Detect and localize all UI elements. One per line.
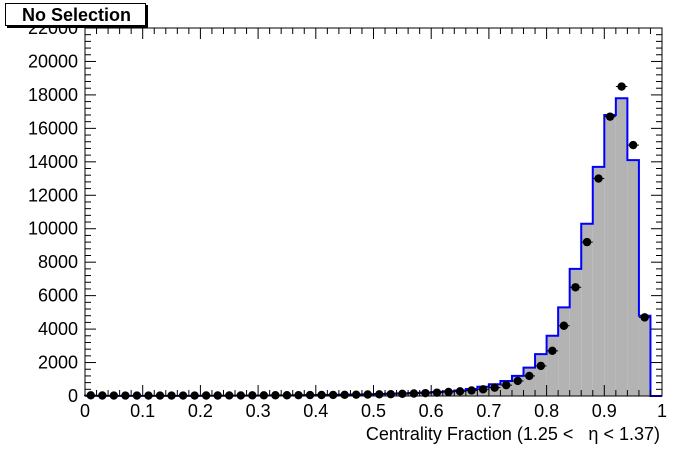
y-tick-label: 4000: [38, 319, 78, 339]
data-point: [96, 391, 109, 400]
histogram-bar: [523, 367, 536, 396]
data-point: [604, 112, 616, 121]
data-point: [419, 388, 432, 398]
data-point: [592, 174, 605, 183]
data-point: [627, 140, 639, 150]
data-point: [361, 390, 374, 399]
histogram-bar: [558, 307, 570, 396]
x-tick-label: 1: [657, 401, 667, 421]
x-axis-label: Centrality Fraction (1.25 < η < 1.37): [365, 424, 660, 444]
data-point: [350, 390, 362, 399]
data-point: [442, 387, 455, 397]
data-point: [500, 380, 512, 390]
y-tick-label: 10000: [28, 219, 78, 239]
data-point: [211, 391, 224, 400]
histogram-bar: [638, 315, 651, 396]
data-point: [465, 386, 478, 395]
data-point: [431, 388, 443, 397]
histogram-bar: [581, 223, 593, 396]
y-tick-label: 8000: [38, 252, 78, 272]
histogram-bar: [615, 98, 628, 396]
x-tick-label: 0.1: [130, 401, 155, 421]
data-point: [258, 391, 270, 400]
data-point: [281, 391, 293, 400]
y-tick-label: 14000: [28, 152, 78, 172]
data-point: [581, 237, 593, 247]
histogram-bar: [535, 354, 547, 396]
x-tick-label: 0.5: [361, 401, 386, 421]
data-point: [85, 391, 97, 400]
data-point: [638, 313, 651, 322]
data-point: [246, 391, 259, 400]
chart-title: No Selection: [21, 5, 132, 25]
x-tick-label: 0.7: [476, 401, 501, 421]
data-point: [569, 283, 582, 292]
data-point: [385, 389, 397, 399]
y-tick-label: 20000: [28, 51, 78, 71]
y-tick-label: 6000: [38, 286, 78, 306]
data-point: [269, 391, 282, 400]
title-box: No Selection: [5, 3, 146, 26]
data-point: [200, 391, 212, 400]
y-tick-label: 2000: [38, 353, 78, 373]
data-point: [477, 385, 489, 394]
data-point: [315, 390, 328, 400]
x-tick-label: 0.2: [188, 401, 213, 421]
y-tick-label: 18000: [28, 85, 78, 105]
histogram-bar: [569, 268, 582, 396]
data-point: [235, 391, 247, 400]
histogram-bar: [546, 335, 559, 396]
histogram-bar: [604, 114, 616, 397]
y-tick-label: 16000: [28, 118, 78, 138]
data-point: [511, 376, 524, 386]
data-point: [327, 390, 339, 400]
data-point: [292, 390, 305, 400]
data-point: [546, 346, 559, 356]
data-point: [488, 383, 501, 392]
y-tick-label: 12000: [28, 185, 78, 205]
data-point: [558, 321, 570, 330]
x-tick-label: 0.6: [419, 401, 444, 421]
data-point: [373, 390, 386, 399]
data-point: [523, 371, 536, 381]
histogram-bar: [592, 166, 605, 396]
data-point: [304, 390, 316, 400]
histogram-bar: [511, 375, 524, 396]
histogram-bar: [627, 160, 639, 396]
data-point: [615, 82, 628, 91]
x-tick-label: 0.9: [592, 401, 617, 421]
data-point: [223, 391, 236, 400]
data-point: [396, 389, 409, 399]
x-tick-label: 0.8: [534, 401, 559, 421]
x-tick-label: 0.3: [246, 401, 271, 421]
x-tick-label: 0.4: [303, 401, 328, 421]
y-tick-label: 0: [68, 386, 78, 406]
data-point: [535, 361, 547, 371]
data-point: [454, 387, 466, 396]
data-point: [338, 390, 351, 400]
x-tick-label: 0: [80, 401, 90, 421]
